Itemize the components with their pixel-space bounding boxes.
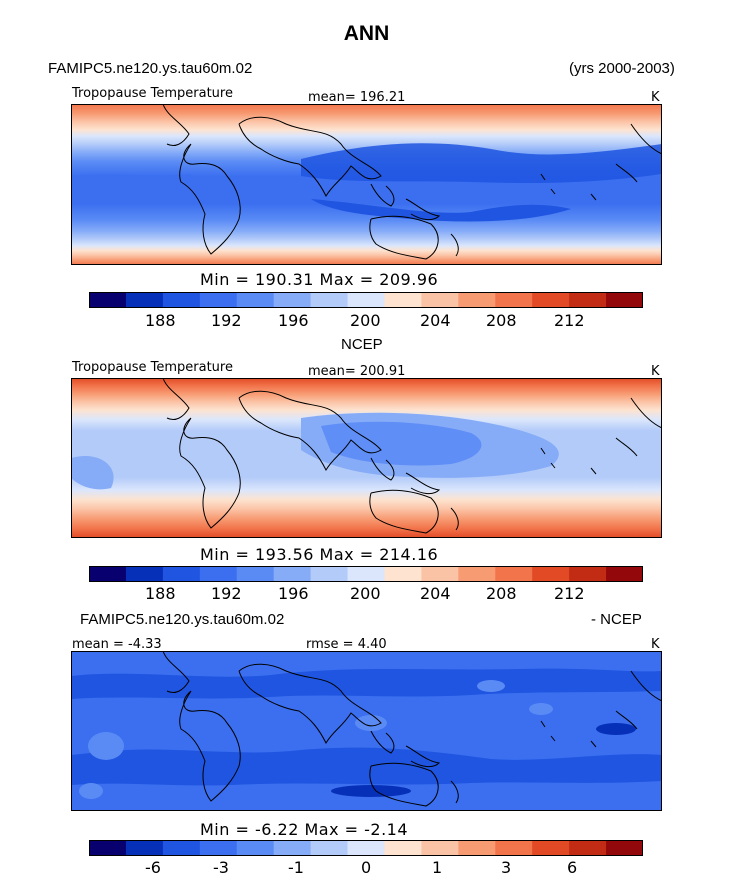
colorbar-segment xyxy=(458,292,496,308)
colorbar-segment xyxy=(458,566,496,582)
figure-title: ANN xyxy=(343,22,390,45)
panel3-tick: -6 xyxy=(145,858,161,877)
colorbar-segment xyxy=(273,840,312,856)
panel1-tick: 188 xyxy=(145,311,176,330)
colorbar-segment xyxy=(495,840,533,856)
panel2-tick: 200 xyxy=(350,584,381,603)
colorbar-segment xyxy=(89,292,127,308)
colorbar-segment xyxy=(421,840,459,856)
colorbar-border xyxy=(89,566,643,582)
colorbar-segment xyxy=(125,292,164,308)
panel2-tick: 212 xyxy=(554,584,585,603)
panel3-tick: 0 xyxy=(361,858,372,877)
colorbar-segment xyxy=(199,840,238,856)
colorbar-segment xyxy=(125,840,164,856)
panel1-map xyxy=(71,104,662,265)
map-frame xyxy=(71,378,662,538)
colorbar-segment xyxy=(273,566,312,582)
panel2-units: K xyxy=(651,364,660,379)
colorbar-segment xyxy=(310,566,349,582)
panel2-tick: 196 xyxy=(278,584,309,603)
colorbar-segment xyxy=(384,840,422,856)
colorbar-segment xyxy=(236,840,275,856)
panel3-map xyxy=(71,651,662,811)
colorbar-segment xyxy=(458,840,496,856)
colorbar-segment xyxy=(569,292,607,308)
panel2-mean-label: mean= 200.91 xyxy=(308,364,406,379)
panel1-tick: 200 xyxy=(350,311,381,330)
colorbar-segment xyxy=(273,292,312,308)
map-frame xyxy=(71,651,662,811)
colorbar-segment xyxy=(384,566,422,582)
colorbar-segment xyxy=(162,292,201,308)
panel3-rmse-label: rmse = 4.40 xyxy=(306,637,387,652)
colorbar-segment xyxy=(569,566,607,582)
colorbar-segment xyxy=(384,292,422,308)
panel1-units: K xyxy=(651,90,660,105)
colorbar-segment xyxy=(89,840,127,856)
panel1-tick: 204 xyxy=(420,311,451,330)
panel2-heading: NCEP xyxy=(341,336,383,353)
panel3-heading-left: FAMIPC5.ne120.ys.tau60m.02 xyxy=(80,611,285,628)
panel2-variable-label: Tropopause Temperature xyxy=(72,360,233,375)
panel3-tick: 3 xyxy=(501,858,512,877)
panel3-heading-right: - NCEP xyxy=(591,611,642,628)
panel2-tick: 192 xyxy=(211,584,242,603)
panel3-tick: -1 xyxy=(288,858,304,877)
panel2-tick: 204 xyxy=(420,584,451,603)
colorbar-segment xyxy=(532,840,570,856)
colorbar-border xyxy=(89,292,643,308)
panel2-map xyxy=(71,378,662,538)
panel1-tick: 192 xyxy=(211,311,242,330)
colorbar-segment xyxy=(532,566,570,582)
colorbar-border xyxy=(89,840,643,856)
colorbar-segment xyxy=(236,292,275,308)
case-name: FAMIPC5.ne120.ys.tau60m.02 xyxy=(48,60,253,77)
colorbar-segment xyxy=(421,292,459,308)
panel2-tick: 188 xyxy=(145,584,176,603)
year-range: (yrs 2000-2003) xyxy=(569,60,675,77)
colorbar-segment xyxy=(199,566,238,582)
colorbar-segment xyxy=(606,840,643,856)
colorbar-segment xyxy=(199,292,238,308)
colorbar-segment xyxy=(162,840,201,856)
colorbar-segment xyxy=(606,292,643,308)
panel3-colorbar xyxy=(89,840,643,856)
panel2-colorbar xyxy=(89,566,643,582)
panel1-minmax: Min = 190.31 Max = 209.96 xyxy=(200,270,439,289)
panel1-tick: 196 xyxy=(278,311,309,330)
colorbar-segment xyxy=(606,566,643,582)
panel1-tick: 208 xyxy=(486,311,517,330)
colorbar-segment xyxy=(162,566,201,582)
panel1-colorbar xyxy=(89,292,643,308)
colorbar-segment xyxy=(236,566,275,582)
panel3-minmax: Min = -6.22 Max = -2.14 xyxy=(200,820,409,839)
colorbar-segment xyxy=(532,292,570,308)
panel2-minmax: Min = 193.56 Max = 214.16 xyxy=(200,545,439,564)
map-frame xyxy=(71,104,662,265)
panel1-tick: 212 xyxy=(554,311,585,330)
panel3-tick: 1 xyxy=(432,858,443,877)
colorbar-segment xyxy=(89,566,127,582)
colorbar-segment xyxy=(310,840,349,856)
colorbar-segment xyxy=(495,292,533,308)
colorbar-segment xyxy=(347,840,385,856)
colorbar-segment xyxy=(310,292,349,308)
panel2-tick: 208 xyxy=(486,584,517,603)
colorbar-segment xyxy=(495,566,533,582)
colorbar-segment xyxy=(347,566,385,582)
colorbar-segment xyxy=(569,840,607,856)
colorbar-segment xyxy=(421,566,459,582)
colorbar-segment xyxy=(125,566,164,582)
panel1-mean-label: mean= 196.21 xyxy=(308,90,406,105)
panel3-tick: -3 xyxy=(213,858,229,877)
panel3-mean-label: mean = -4.33 xyxy=(72,637,162,652)
colorbar-segment xyxy=(347,292,385,308)
panel3-tick: 6 xyxy=(567,858,578,877)
panel1-variable-label: Tropopause Temperature xyxy=(72,86,233,101)
panel3-units: K xyxy=(651,637,660,652)
